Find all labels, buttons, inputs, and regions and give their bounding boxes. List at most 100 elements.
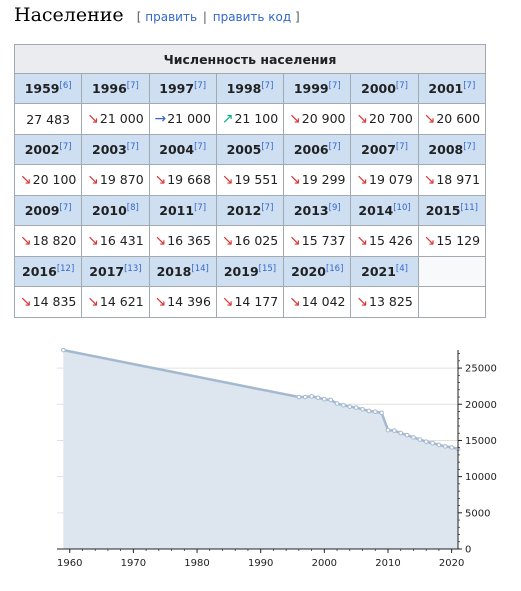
year-label: 2018 (156, 264, 192, 279)
value-cell: ↘14 396 (148, 286, 217, 318)
year-cell: 1998[7] (215, 73, 285, 104)
reference-link[interactable]: [7] (463, 81, 476, 91)
x-tick-label: 1990 (248, 558, 273, 569)
reference-link[interactable]: [7] (328, 142, 341, 152)
edit-code-link[interactable]: править код (212, 10, 292, 24)
reference-link[interactable]: [7] (463, 142, 476, 152)
population-value: 20 600 (436, 111, 481, 126)
year-row: 2002[7] 2003[7] 2004[7] 2005[7] 2006[7] 2007[… (13, 134, 487, 165)
year-label: 2009 (24, 203, 60, 218)
data-point (423, 439, 429, 444)
reference-link[interactable]: [14] (191, 264, 209, 274)
year-cell: 2018[14] (148, 256, 217, 287)
trend-down-icon: ↘ (154, 294, 167, 310)
data-point (315, 395, 321, 401)
value-cell (417, 286, 487, 318)
data-point (353, 405, 359, 410)
year-label: 2013 (293, 203, 329, 218)
value-cell: ↘13 825 (350, 286, 419, 318)
year-cell: 2016[12] (13, 256, 83, 287)
table-caption-row: Численность населения (14, 44, 486, 74)
x-tick-label: 2000 (312, 558, 337, 569)
year-cell: 2019[15] (215, 256, 285, 287)
reference-link[interactable]: [12] (56, 264, 75, 274)
year-label: 1996 (92, 81, 127, 96)
reference-link[interactable]: [7] (59, 142, 72, 152)
reference-link[interactable]: [9] (328, 203, 341, 213)
year-cell: 1999[7] (283, 73, 352, 104)
reference-link[interactable]: [7] (261, 81, 274, 91)
year-cell: 2003[7] (81, 134, 150, 165)
reference-link[interactable]: [15] (258, 264, 277, 274)
population-table: Численность населения 1959[6] 1996[7] 1997[… (13, 44, 487, 318)
reference-link[interactable]: [7] (126, 81, 139, 91)
value-row: ↘18 820 ↘16 431 ↘16 365 ↘16 025 ↘15 737 ↘15 4… (13, 225, 487, 257)
year-cell: 2015[11] (417, 195, 487, 226)
value-row: ↘20 100 ↘19 870 ↘19 668 ↘19 551 ↘19 299 ↘19 0… (13, 164, 487, 196)
year-cell: 2006[7] (283, 134, 352, 165)
reference-link[interactable]: [16] (325, 264, 344, 274)
year-label: 2000 (361, 81, 396, 96)
year-label: 2006 (293, 142, 329, 157)
year-cell: 2007[7] (350, 134, 419, 165)
trend-down-icon: ↘ (87, 233, 99, 249)
trend-down-icon: ↘ (221, 172, 234, 188)
value-cell: →21 000 (148, 103, 217, 135)
population-value: 14 835 (32, 294, 77, 309)
reference-link[interactable]: [11] (460, 203, 478, 213)
reference-link[interactable]: [7] (261, 142, 274, 152)
reference-link[interactable]: [7] (395, 142, 408, 152)
data-point (398, 430, 404, 436)
year-cell: 2004[7] (148, 134, 217, 165)
population-value: 14 621 (99, 294, 144, 309)
data-point (449, 445, 454, 450)
population-value: 16 431 (99, 233, 144, 248)
trend-down-icon: ↘ (423, 233, 436, 249)
year-label: 1999 (293, 81, 329, 96)
reference-link[interactable]: [7] (59, 203, 72, 213)
value-cell: ↘18 971 (417, 164, 487, 196)
reference-link[interactable]: [7] (194, 203, 207, 213)
value-cell: ↘20 900 (283, 103, 352, 135)
year-label: 2005 (226, 142, 262, 157)
edit-link[interactable]: править (145, 10, 198, 24)
population-value: 16 365 (167, 233, 211, 248)
data-point (385, 427, 391, 433)
population-value: 19 299 (301, 172, 346, 187)
data-point (347, 404, 353, 409)
year-label: 2011 (159, 203, 195, 218)
reference-link[interactable]: [8] (126, 203, 139, 213)
population-value: 19 551 (234, 172, 279, 187)
population-value: 19 668 (167, 172, 211, 187)
value-cell: ↘20 600 (417, 103, 487, 135)
x-tick-label: 1980 (184, 558, 209, 569)
reference-link[interactable]: [7] (395, 81, 408, 91)
value-cell: ↘16 431 (81, 225, 150, 257)
reference-link[interactable]: [7] (194, 142, 207, 152)
data-point (430, 440, 435, 446)
y-tick-label: 0 (465, 545, 471, 556)
year-cell: 2017[13] (81, 256, 150, 287)
trend-flat-icon: → (154, 111, 167, 127)
population-value: 15 129 (436, 233, 481, 248)
year-label: 2003 (92, 142, 127, 157)
data-point (322, 396, 327, 402)
reference-link[interactable]: [10] (393, 203, 411, 213)
reference-link[interactable]: [7] (261, 203, 274, 213)
population-value: 13 825 (369, 294, 413, 309)
reference-link[interactable]: [7] (194, 81, 207, 91)
year-label: 2002 (24, 142, 60, 157)
year-label: 2012 (226, 203, 262, 218)
reference-link[interactable]: [13] (124, 264, 142, 274)
reference-link[interactable]: [6] (59, 81, 72, 91)
reference-link[interactable]: [7] (126, 142, 139, 152)
value-cell: ↘18 820 (13, 225, 83, 257)
value-cell: ↘15 129 (417, 225, 487, 257)
year-cell: 2008[7] (417, 134, 487, 165)
population-value: 19 870 (99, 172, 144, 187)
reference-link[interactable]: [4] (395, 264, 408, 274)
population-value: 21 000 (99, 111, 144, 126)
year-label: 1998 (226, 81, 262, 96)
data-point (328, 397, 333, 403)
reference-link[interactable]: [7] (328, 81, 341, 91)
